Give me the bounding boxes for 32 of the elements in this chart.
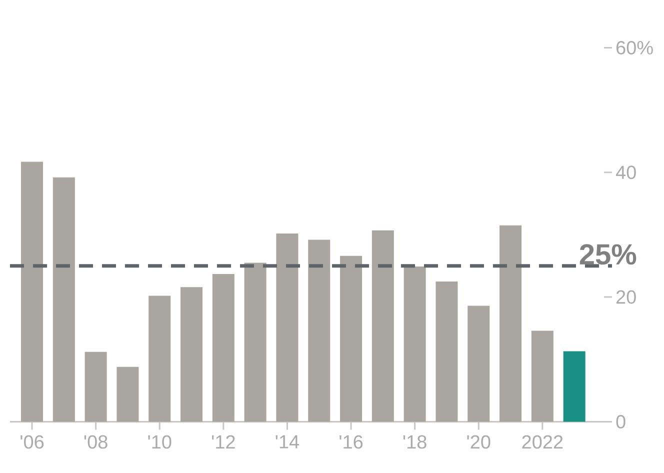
bar [372, 230, 394, 422]
x-tick-label: '12 [212, 435, 235, 448]
bar [500, 225, 522, 422]
x-tick-label: '06 [20, 435, 44, 449]
bar [468, 306, 490, 422]
bar [404, 266, 426, 422]
bar [244, 262, 266, 422]
y-tick-label: 0 [616, 414, 626, 428]
bar [308, 240, 330, 422]
x-tick-label: '10 [148, 435, 172, 449]
x-tick-label: 2022 [522, 435, 563, 449]
bar [436, 281, 458, 422]
bar [531, 330, 554, 422]
bar [21, 162, 44, 422]
bar [84, 352, 107, 422]
x-tick-label: '14 [276, 435, 300, 448]
y-tick-label: 60% [616, 40, 653, 54]
y-tick-label: 40 [616, 166, 636, 180]
bar [212, 274, 234, 422]
bar [340, 256, 362, 422]
x-tick-label: '20 [467, 435, 490, 449]
bar [148, 296, 171, 422]
ref-line-label: 25% [580, 244, 636, 265]
x-tick-label: '08 [84, 435, 108, 449]
x-tick-label: '18 [403, 435, 426, 449]
bar [563, 351, 586, 422]
x-tick-label: '16 [340, 435, 363, 449]
bar [276, 233, 298, 422]
y-tick-label: 20 [616, 290, 636, 304]
bar [116, 366, 139, 422]
bar [52, 177, 75, 422]
bar [180, 287, 203, 422]
